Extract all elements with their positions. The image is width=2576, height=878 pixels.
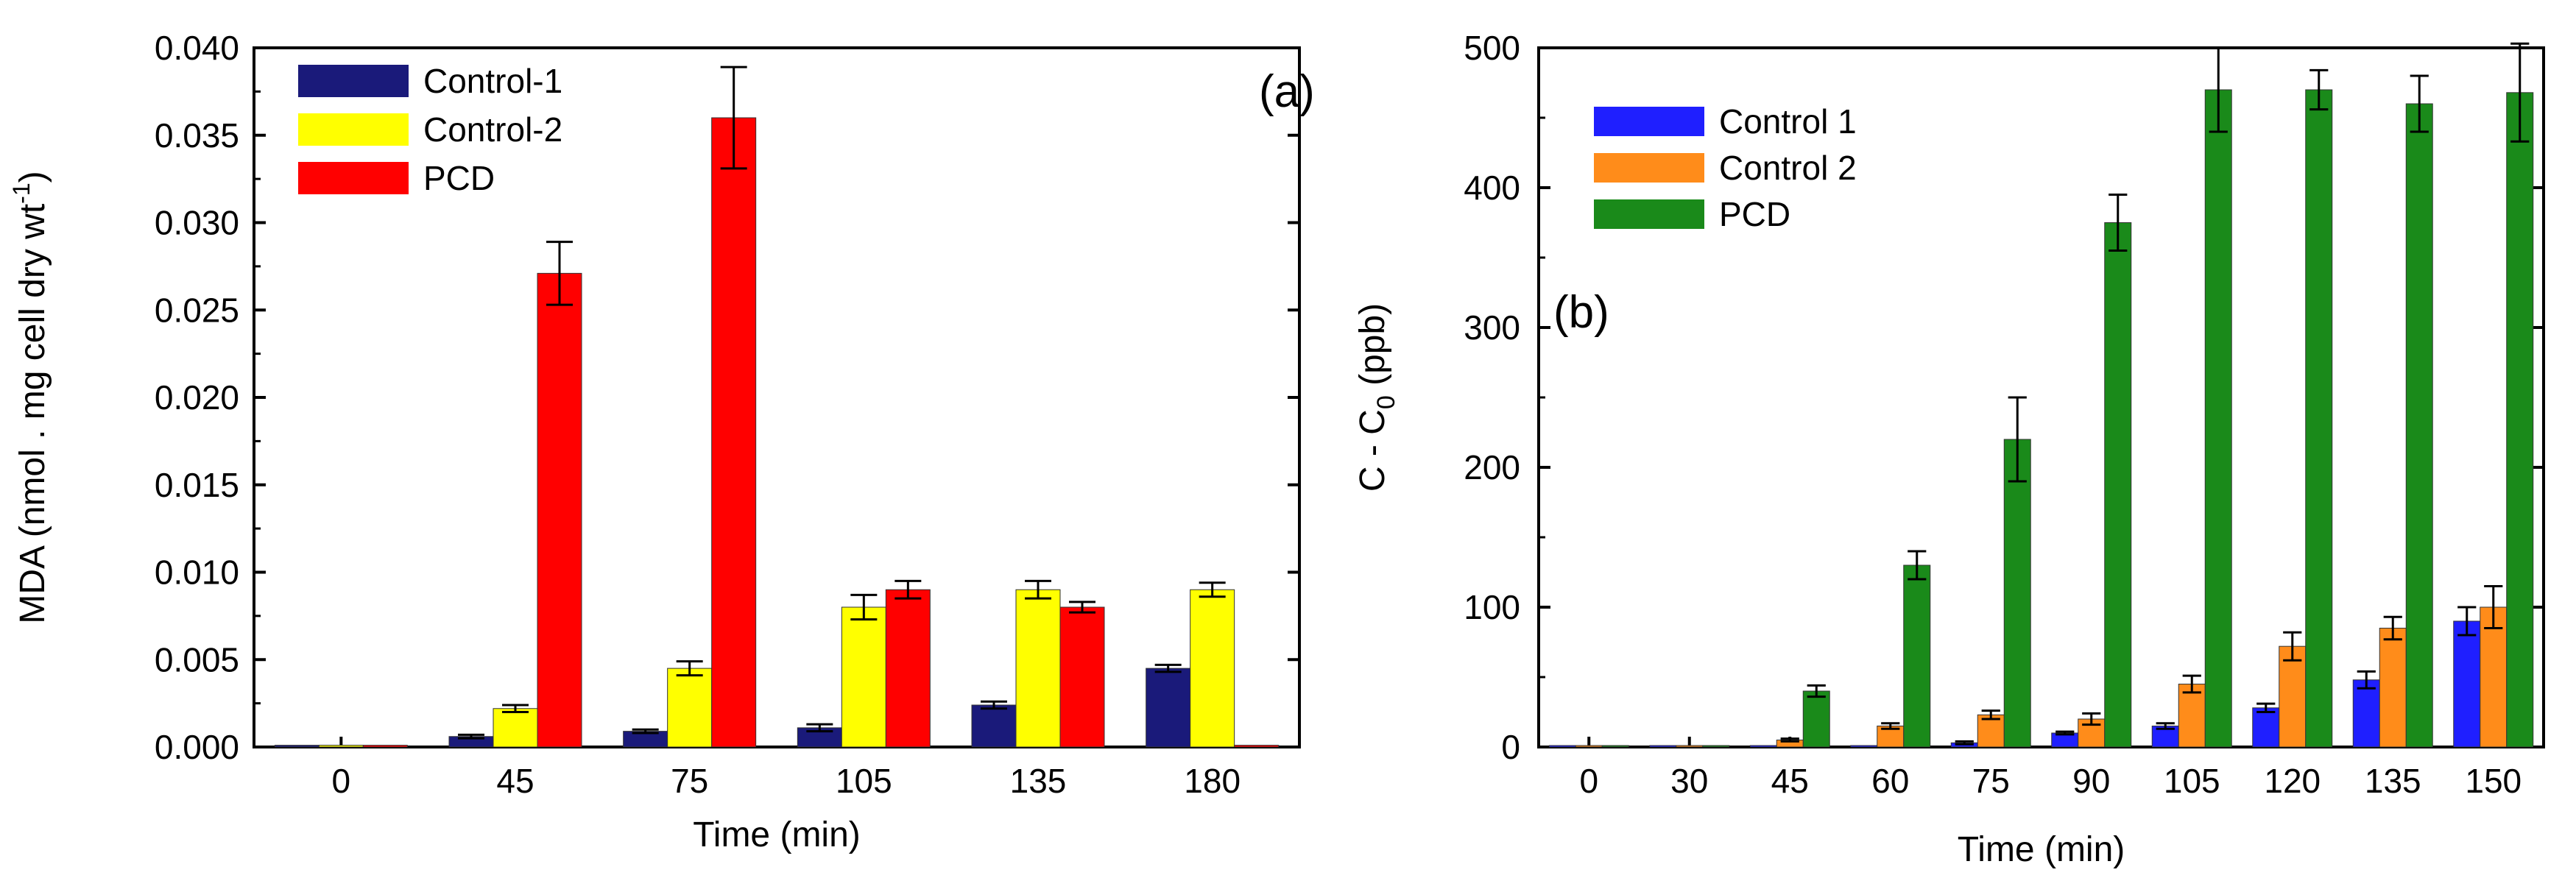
- panel-b-bar: [1749, 745, 1777, 748]
- panel-b-xlabel: Time (min): [1958, 830, 2125, 869]
- panel-b-legend-label: Control 1: [1719, 102, 1857, 141]
- panel-b-bar: [2305, 89, 2333, 748]
- panel-b-ytick-label: 100: [1464, 588, 1520, 626]
- panel-b-label: (b): [1553, 287, 1609, 338]
- panel-a-xtick-label: 0: [332, 762, 351, 800]
- panel-b-bar: [1802, 690, 1830, 748]
- panel-b-bar: [1601, 745, 1629, 748]
- panel-a-xlabel: Time (min): [693, 815, 861, 854]
- panel-b-xtick-label: 30: [1670, 762, 1708, 800]
- panel-a-legend-label: PCD: [423, 159, 495, 197]
- panel-b-bar: [1977, 714, 2005, 748]
- panel-b-bar: [2178, 684, 2206, 748]
- panel-b-ytick-label: 300: [1464, 308, 1520, 347]
- panel-a-bar: [1146, 668, 1191, 748]
- panel-a-legend-swatch: [298, 113, 409, 146]
- panel-a-bar: [667, 668, 713, 748]
- panel-a-ylabel-main: MDA (nmol . mg cell dry wt: [13, 204, 52, 624]
- panel-a-legend-label: Control-1: [423, 62, 562, 100]
- panel-a-bar: [362, 745, 408, 748]
- panel-b-bar: [2104, 222, 2132, 748]
- panel-b-bar: [2405, 103, 2433, 748]
- panel-a-ylabel-close: ): [13, 171, 52, 183]
- panel-a-bar: [885, 589, 931, 748]
- panel-a-ytick-label: 0.040: [155, 29, 239, 67]
- panel-b-bar: [1548, 745, 1576, 748]
- panel-b-legend-swatch: [1594, 199, 1704, 229]
- panel-b-xtick-label: 45: [1771, 762, 1809, 800]
- panel-b-legend-label: PCD: [1719, 195, 1790, 233]
- panel-b-ylabel-close: (ppb): [1353, 303, 1392, 395]
- panel-a-bar: [1234, 745, 1280, 748]
- panel-a-xtick-label: 180: [1184, 762, 1241, 800]
- panel-b-ytick-label: 500: [1464, 29, 1520, 67]
- panel-a-frame: [253, 46, 1301, 748]
- panel-b-bar: [2352, 679, 2380, 748]
- panel-b-ytick-label: 400: [1464, 169, 1520, 207]
- panel-a-ytick-label: 0.000: [155, 728, 239, 766]
- panel-b-bar: [1676, 745, 1704, 748]
- panel-b-xtick-label: 75: [1972, 762, 2010, 800]
- panel-b-legend-swatch: [1594, 153, 1704, 183]
- panel-a-ytick-label: 0.020: [155, 378, 239, 417]
- panel-b-bar: [2480, 606, 2508, 748]
- panel-a-ytick-label: 0.010: [155, 553, 239, 592]
- panel-b-ylabel: C - C0 (ppb): [1353, 303, 1400, 492]
- panel-b-chart: 0 100 200 300 400 500 0 30 45 60 75 90 105 120 135 150 C…: [1353, 29, 2545, 869]
- panel-b-legend-swatch: [1594, 107, 1704, 136]
- panel-a-legend-swatch: [298, 65, 409, 97]
- panel-a-bar: [274, 745, 320, 748]
- panel-a-ytick-label: 0.030: [155, 204, 239, 242]
- panel-b-bar: [1903, 564, 1931, 748]
- panel-b-xtick-label: 90: [2072, 762, 2110, 800]
- panel-b-legend-label: Control 2: [1719, 149, 1857, 187]
- panel-b-ylabel-main: C - C: [1353, 409, 1392, 492]
- panel-b-ytick-label: 0: [1501, 728, 1520, 766]
- panel-b-ytick-label: 200: [1464, 448, 1520, 486]
- panel-a-bar: [971, 704, 1017, 748]
- panel-a-bar: [493, 708, 538, 748]
- panel-a-bar: [711, 117, 757, 748]
- panel-b-bar: [1850, 745, 1878, 748]
- panel-a-xtick-label: 75: [671, 762, 708, 800]
- panel-b-bar: [1702, 745, 1730, 748]
- panel-a-bar: [1059, 606, 1105, 748]
- panel-b-xtick-label: 105: [2164, 762, 2220, 800]
- panel-b-xtick-label: 0: [1579, 762, 1598, 800]
- panel-a-bar: [1015, 589, 1061, 748]
- panel-a-bar: [1190, 589, 1235, 748]
- panel-b-bar: [2453, 620, 2481, 748]
- panel-b-bar: [2379, 628, 2407, 748]
- panel-a-bar: [841, 606, 886, 748]
- panel-b-bar: [2003, 439, 2031, 748]
- panel-a-bar: [537, 272, 582, 748]
- panel-b-bar: [1649, 745, 1677, 748]
- panel-a-legend-label: Control-2: [423, 110, 562, 149]
- panel-a-ytick-label: 0.025: [155, 291, 239, 329]
- panel-a-ylabel: MDA (nmol . mg cell dry wt-1): [8, 171, 52, 623]
- panel-a-ytick-label: 0.035: [155, 116, 239, 155]
- panel-b-xtick-label: 150: [2465, 762, 2522, 800]
- panel-a-bar: [318, 745, 364, 748]
- panel-b-ylabel-sub: 0: [1372, 395, 1400, 409]
- panel-a-ytick-label: 0.005: [155, 640, 239, 679]
- panel-a-ytick-label: 0.015: [155, 466, 239, 504]
- panel-b-bar: [2279, 645, 2307, 748]
- panel-a-legend-swatch: [298, 162, 409, 194]
- panel-b-xtick-label: 60: [1871, 762, 1909, 800]
- panel-b-bar: [2252, 707, 2280, 748]
- panel-a-xtick-label: 135: [1010, 762, 1067, 800]
- panel-b-bar: [2506, 92, 2534, 748]
- panel-a-xtick-label: 105: [836, 762, 892, 800]
- panel-b-xtick-label: 135: [2365, 762, 2421, 800]
- panel-a-label: (a): [1259, 66, 1315, 117]
- panel-b-bar: [2204, 89, 2232, 748]
- panel-b-bar: [1575, 745, 1603, 748]
- panel-b-xtick-label: 120: [2264, 762, 2321, 800]
- panel-a-chart: 0.000 0.005 0.010 0.015 0.020 0.025 0.030 0.035…: [8, 29, 1315, 854]
- panel-a-ylabel-sup: -1: [8, 183, 35, 203]
- panel-a-xtick-label: 45: [496, 762, 534, 800]
